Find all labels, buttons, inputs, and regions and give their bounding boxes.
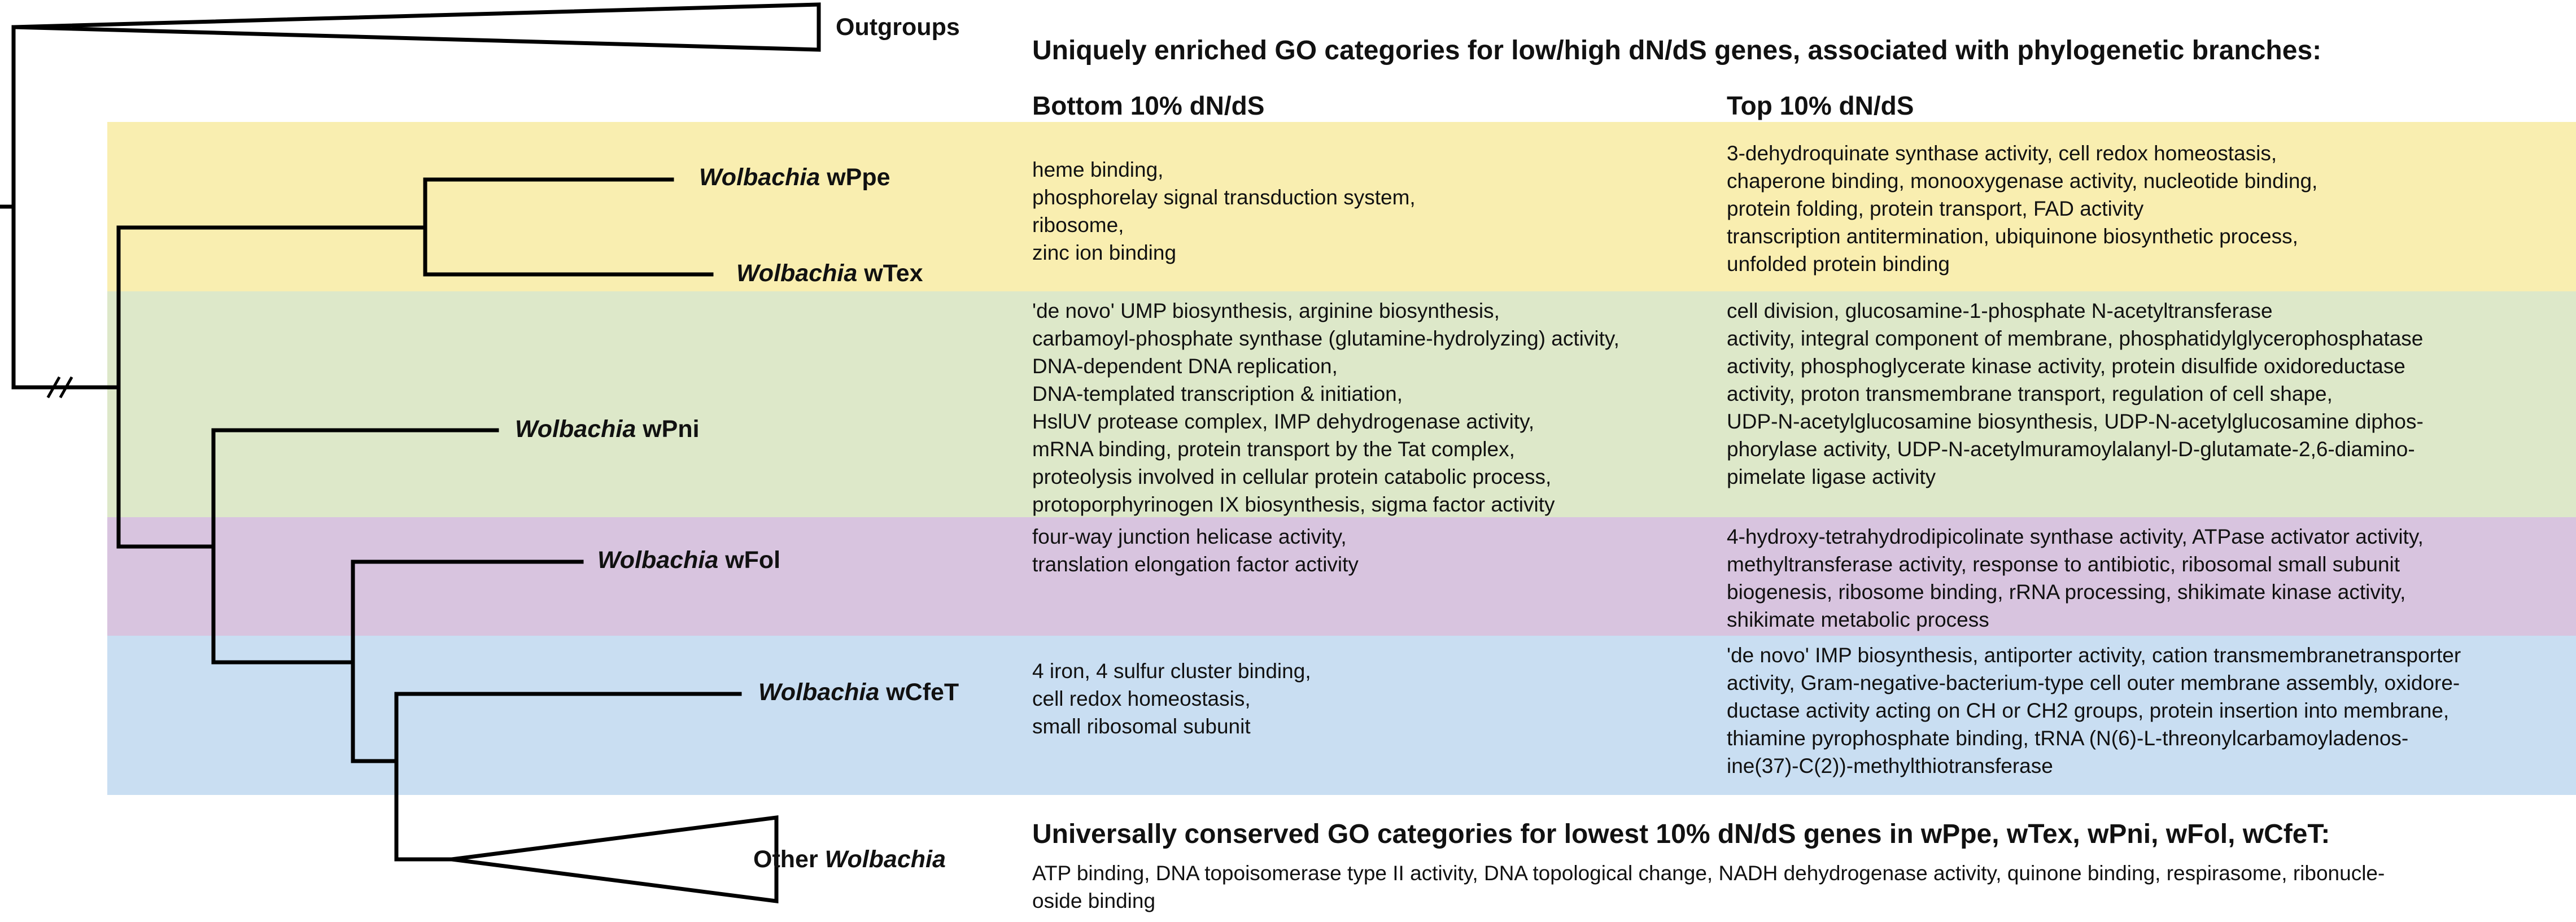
- row-wpni-top-terms: cell division, glucosamine-1-phosphate N…: [1727, 299, 2424, 488]
- row-wppe-wtex-top-terms: 3-dehydroquinate synthase activity, cell…: [1727, 142, 2318, 276]
- leaf-genus: Wolbachia: [758, 679, 880, 706]
- conserved-title: Universally conserved GO categories for …: [1032, 819, 2330, 849]
- row-band-wcfet: [107, 636, 2576, 795]
- row-wcfet-top-terms: 'de novo' IMP biosynthesis, antiporter a…: [1727, 644, 2461, 777]
- phylogenetic-tree: [0, 2, 821, 903]
- leaf-genus: Wolbachia: [699, 164, 820, 191]
- row-band-wppe-wtex: [107, 122, 2576, 291]
- leaf-label-other-wolbachia: Other Wolbachia: [753, 846, 946, 873]
- leaf-genus: Wolbachia: [736, 260, 858, 287]
- leaf-strain: wCfeT: [886, 679, 959, 706]
- bottom-column-header: Bottom 10% dN/dS: [1032, 91, 1265, 120]
- outgroup-clade-triangle: [13, 2, 821, 52]
- leaf-strain: wPni: [643, 416, 700, 443]
- other-wolbachia-clade-triangle: [451, 815, 779, 903]
- leaf-genus: Wolbachia: [597, 547, 719, 574]
- leaf-label-wfol: Wolbachia wFol: [597, 547, 780, 574]
- row-wppe-wtex-bottom-terms: heme binding, phosphorelay signal transd…: [1032, 158, 1416, 264]
- leaf-genus: Wolbachia: [515, 416, 636, 443]
- row-wpni-bottom-terms: 'de novo' UMP biosynthesis, arginine bio…: [1032, 299, 1619, 516]
- row-wfol-bottom-terms: four-way junction helicase activity, tra…: [1032, 525, 1359, 576]
- top-column-header: Top 10% dN/dS: [1727, 91, 1914, 120]
- leaf-label-wtex: Wolbachia wTex: [736, 260, 923, 287]
- leaf-strain: wPpe: [827, 164, 890, 191]
- row-wfol-top-terms: 4-hydroxy-tetrahydrodipicolinate synthas…: [1727, 525, 2424, 631]
- leaf-label-wcfet: Wolbachia wCfeT: [758, 679, 959, 706]
- other-label-prefix: Other: [753, 846, 818, 873]
- leaf-label-wppe: Wolbachia wPpe: [699, 164, 890, 191]
- leaf-genus: Wolbachia: [824, 846, 946, 873]
- row-band-wfol: [107, 517, 2576, 636]
- leaf-strain: wTex: [864, 260, 923, 287]
- row-wcfet-bottom-terms: 4 iron, 4 sulfur cluster binding, cell r…: [1032, 659, 1311, 738]
- leaf-label-wpni: Wolbachia wPni: [515, 416, 700, 443]
- page-title: Uniquely enriched GO categories for low/…: [1032, 36, 2322, 65]
- conserved-terms: ATP binding, DNA topoisomerase type II a…: [1032, 862, 2385, 912]
- branch-break-mark-1: [46, 376, 61, 399]
- outgroups-label: Outgroups: [836, 14, 960, 41]
- leaf-strain: wFol: [725, 547, 781, 574]
- branch-break-mark-2: [59, 376, 73, 399]
- row-band-wpni: [107, 291, 2576, 517]
